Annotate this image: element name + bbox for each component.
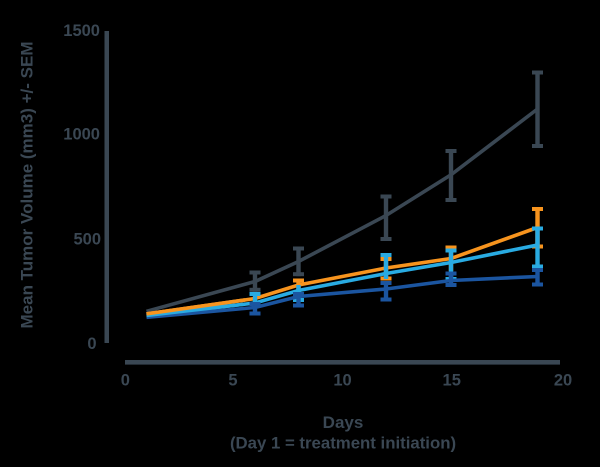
svg-text:0: 0 — [121, 372, 130, 390]
svg-text:5: 5 — [228, 372, 237, 390]
svg-text:Mean Tumor Volume (mm3) +/- SE: Mean Tumor Volume (mm3) +/- SEM — [18, 42, 37, 329]
svg-text:15: 15 — [443, 372, 461, 390]
svg-text:20: 20 — [554, 372, 572, 390]
svg-text:10: 10 — [333, 372, 351, 390]
svg-text:(Day 1 = treatment initiation): (Day 1 = treatment initiation) — [230, 434, 456, 453]
svg-text:1000: 1000 — [63, 125, 100, 143]
svg-text:0: 0 — [87, 335, 96, 353]
svg-text:1500: 1500 — [63, 22, 100, 40]
svg-text:Days: Days — [323, 413, 364, 432]
svg-text:500: 500 — [73, 230, 101, 248]
